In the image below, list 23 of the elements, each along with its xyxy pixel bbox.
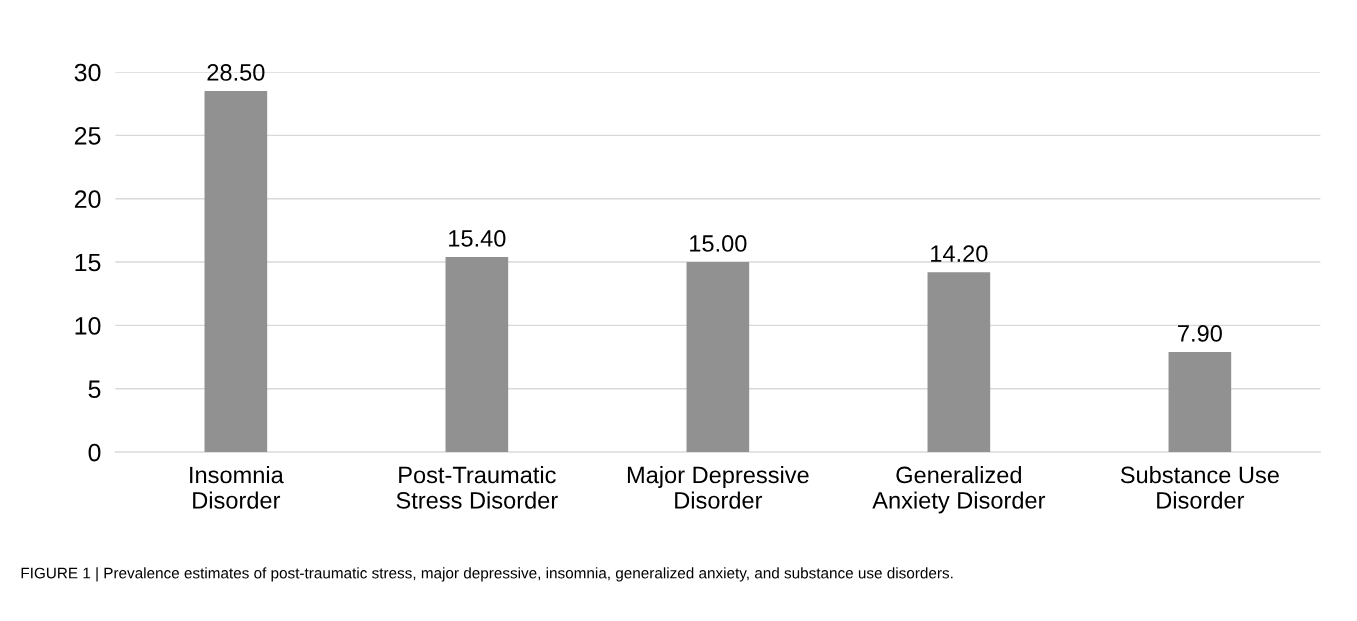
y-tick-label: 15 bbox=[75, 253, 101, 272]
data-label: 28.50 bbox=[207, 64, 265, 81]
data-label: 7.90 bbox=[1178, 325, 1222, 342]
x-tick-label: Generalized Anxiety Disorder bbox=[872, 465, 1046, 514]
caption: FIGURE 1 | Prevalence estimates of post-traumatic stress, major depressive, insomnia, generalized anxiety, and substance use disorders. bbox=[21, 567, 953, 582]
bar bbox=[445, 256, 509, 453]
y-tick-label: 0 bbox=[88, 443, 101, 462]
data-label: 14.20 bbox=[931, 245, 988, 262]
bar bbox=[686, 262, 750, 453]
bar bbox=[927, 272, 991, 453]
data-label: 15.00 bbox=[690, 235, 747, 252]
x-tick-label: Major Depressive Disorder bbox=[627, 465, 809, 509]
y-tick-label: 20 bbox=[74, 190, 101, 209]
data-label: 15.40 bbox=[449, 230, 506, 247]
x-tick-label: Substance Use Disorder bbox=[1120, 465, 1279, 509]
bar bbox=[1168, 352, 1232, 453]
y-tick-label: 25 bbox=[74, 126, 101, 145]
y-tick-label: 10 bbox=[75, 317, 101, 335]
x-tick-label: Insomnia Disorder bbox=[190, 465, 284, 509]
x-tick-label: Post-Traumatic Stress Disorder bbox=[396, 465, 558, 509]
bar bbox=[204, 91, 268, 453]
y-tick-label: 5 bbox=[88, 380, 101, 399]
y-tick-label: 30 bbox=[74, 63, 101, 82]
